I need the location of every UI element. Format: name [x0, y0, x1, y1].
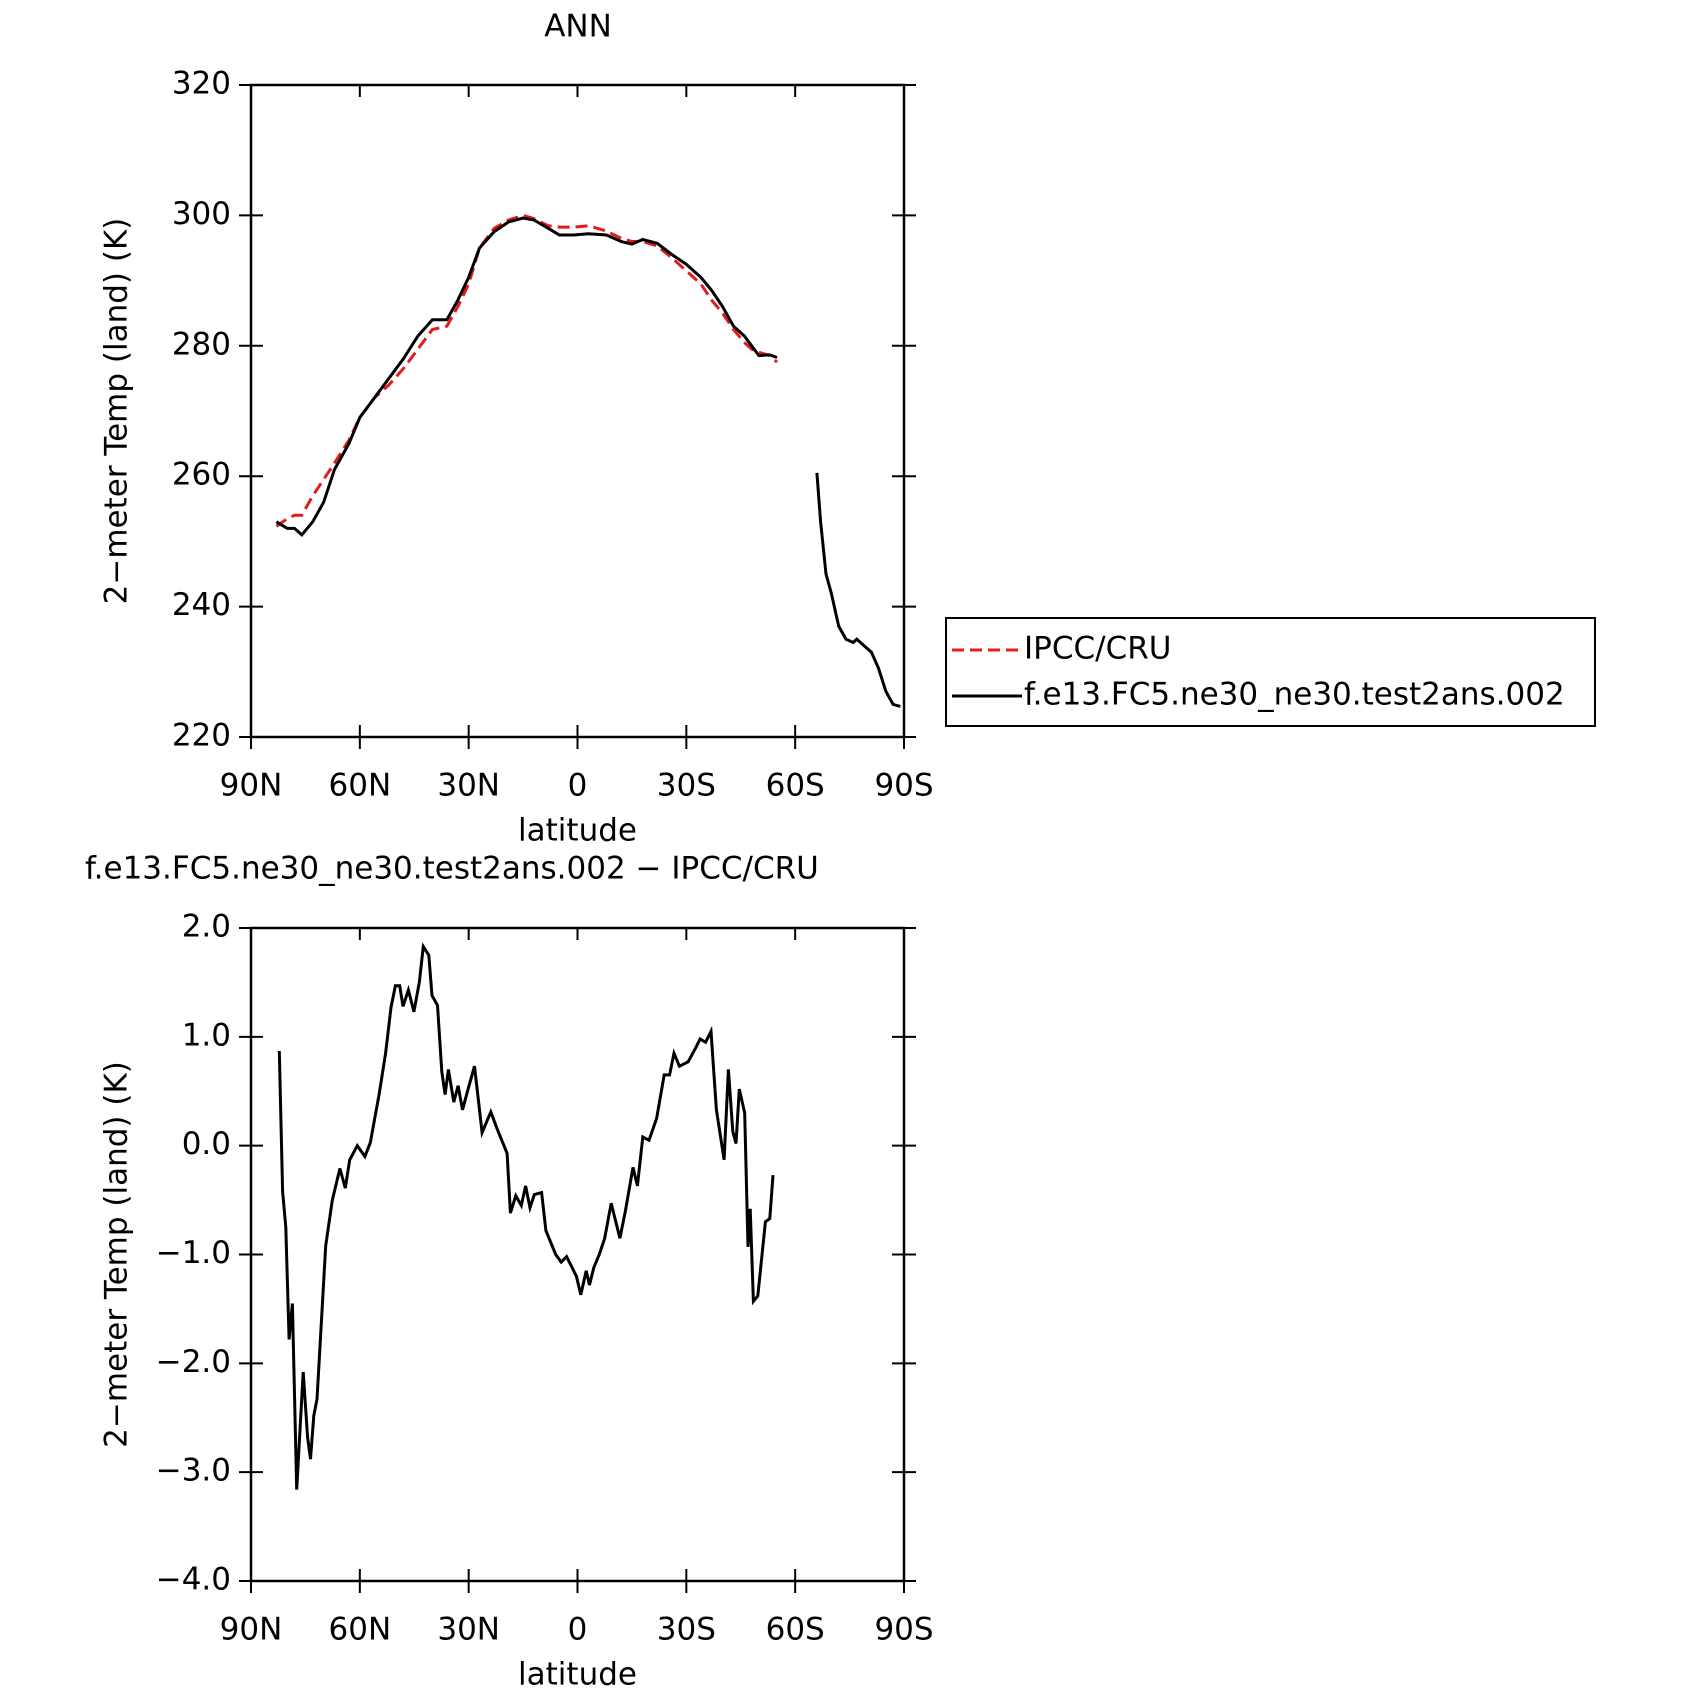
- y-axis-label: 2−meter Temp (land) (K): [99, 1061, 135, 1448]
- chart-title: f.e13.FC5.ne30_ne30.test2ans.002 − IPCC/…: [85, 851, 819, 887]
- plot-frame: [249, 926, 906, 1583]
- y-tick-label: 300: [172, 196, 231, 232]
- y-tick-label: −1.0: [156, 1235, 231, 1271]
- x-tick-label: 90N: [220, 768, 283, 804]
- x-tick-label: 30S: [657, 768, 716, 804]
- x-tick-label: 30S: [657, 1612, 716, 1648]
- y-tick-label: 320: [172, 66, 231, 102]
- x-tick-label: 60S: [766, 1612, 825, 1648]
- x-tick-label: 60N: [329, 1612, 392, 1648]
- x-tick-label: 90N: [220, 1612, 283, 1648]
- x-tick-label: 90S: [874, 768, 933, 804]
- y-tick-label: 0.0: [182, 1126, 231, 1162]
- x-tick-label: 0: [568, 768, 588, 804]
- chart-title: ANN: [544, 9, 612, 45]
- x-tick-label: 60S: [766, 768, 825, 804]
- y-tick-label: −2.0: [156, 1344, 231, 1380]
- y-tick-label: −4.0: [156, 1562, 231, 1598]
- data-line: [275, 213, 779, 528]
- x-axis-label: latitude: [518, 813, 637, 849]
- y-tick-label: 280: [172, 326, 231, 362]
- data-line: [275, 216, 901, 708]
- data-line: [277, 942, 775, 1490]
- legend-label: f.e13.FC5.ne30_ne30.test2ans.002: [1024, 677, 1565, 713]
- y-tick-label: 240: [172, 587, 231, 623]
- y-tick-label: −3.0: [156, 1453, 231, 1489]
- plot-frame: [249, 83, 906, 739]
- x-tick-label: 90S: [874, 1612, 933, 1648]
- y-tick-label: 1.0: [182, 1017, 231, 1053]
- x-axis-label: latitude: [518, 1657, 637, 1691]
- x-tick-label: 30N: [437, 768, 500, 804]
- y-tick-label: 220: [172, 718, 231, 754]
- y-axis-label: 2−meter Temp (land) (K): [99, 218, 135, 605]
- x-tick-label: 30N: [437, 1612, 500, 1648]
- y-tick-label: 260: [172, 457, 231, 493]
- legend-label: IPCC/CRU: [1024, 631, 1171, 667]
- x-tick-label: 60N: [329, 768, 392, 804]
- legend-box: [945, 617, 1596, 727]
- x-tick-label: 0: [568, 1612, 588, 1648]
- y-tick-label: 2.0: [182, 909, 231, 945]
